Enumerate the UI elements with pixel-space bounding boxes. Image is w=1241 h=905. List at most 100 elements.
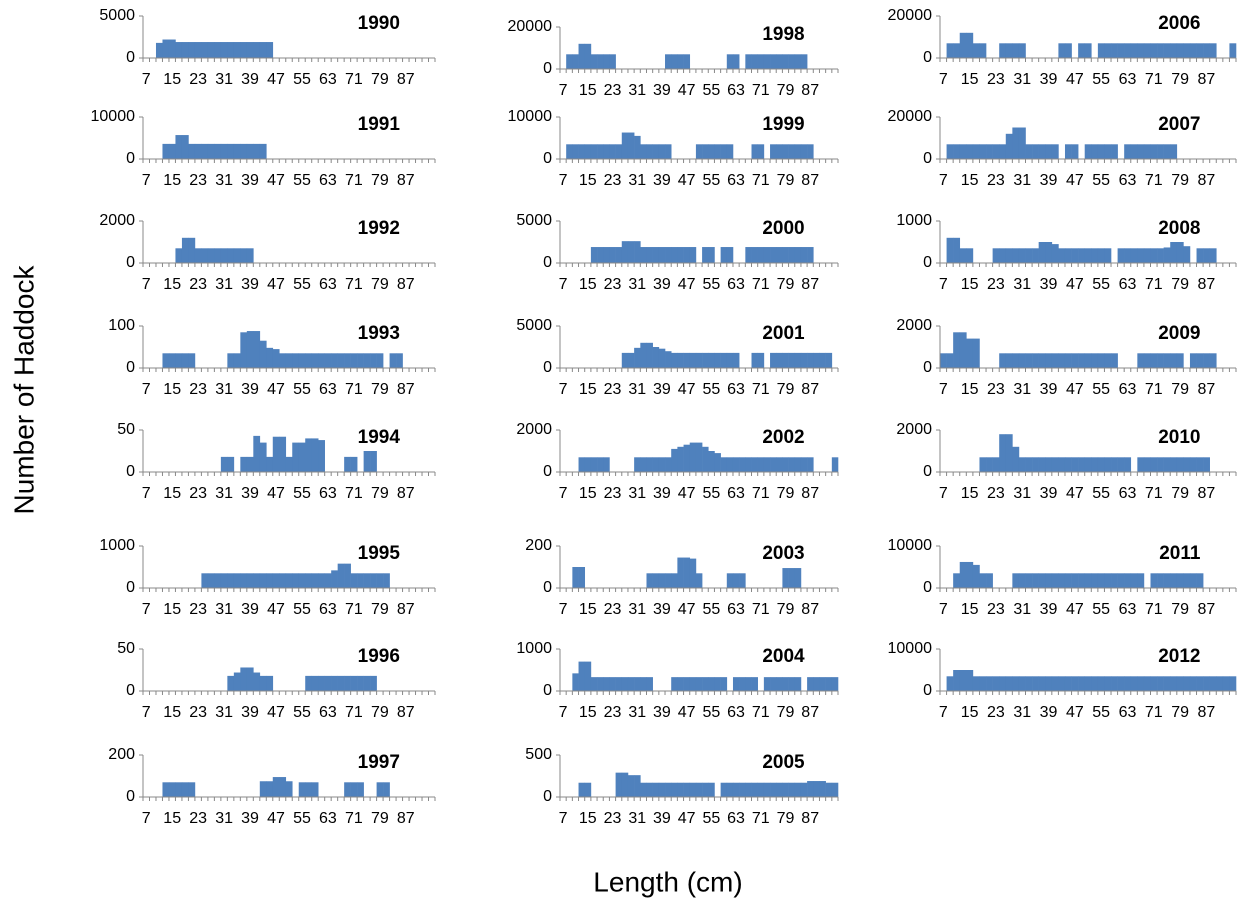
bar — [331, 570, 338, 588]
bar — [207, 248, 215, 263]
bar — [572, 567, 579, 588]
y-tick-label: 20000 — [888, 7, 933, 24]
x-tick-label: 31 — [215, 381, 233, 398]
x-tick-label: 47 — [267, 381, 285, 398]
bar — [1157, 457, 1164, 472]
x-tick-label: 15 — [579, 810, 597, 827]
x-tick-label: 15 — [961, 704, 979, 721]
bar — [751, 677, 758, 691]
bar — [770, 677, 777, 691]
x-tick-label: 79 — [777, 810, 795, 827]
bar — [1025, 573, 1033, 588]
bar — [1124, 144, 1132, 159]
bar — [720, 144, 728, 159]
bar — [745, 782, 752, 797]
x-tick-label: 55 — [293, 704, 311, 721]
x-tick-label: 71 — [1145, 71, 1163, 88]
bar — [1051, 244, 1059, 263]
panel-title: 2004 — [762, 646, 805, 667]
x-tick-label: 39 — [241, 276, 259, 293]
bar — [227, 42, 235, 58]
bar — [807, 677, 814, 691]
panel-title: 2002 — [762, 427, 804, 448]
bar — [233, 143, 241, 159]
bar — [634, 135, 641, 159]
x-tick-label: 47 — [678, 601, 696, 618]
x-tick-label: 87 — [397, 276, 415, 293]
bar — [726, 782, 734, 797]
bar — [1051, 676, 1059, 691]
y-tick-label: 0 — [923, 682, 932, 699]
x-tick-label: 63 — [319, 601, 337, 618]
bar — [233, 573, 241, 588]
x-tick-label: 55 — [293, 810, 311, 827]
x-tick-label: 79 — [1171, 704, 1189, 721]
bar — [714, 352, 721, 368]
bar — [825, 677, 833, 691]
bar — [1032, 573, 1039, 588]
x-tick-label: 87 — [801, 601, 819, 618]
bar — [214, 42, 222, 58]
bar — [726, 352, 734, 368]
bar — [566, 54, 573, 69]
bar — [1078, 457, 1086, 472]
bar — [220, 456, 228, 472]
x-tick-label: 23 — [604, 810, 622, 827]
x-tick-label: 23 — [189, 276, 207, 293]
bar — [751, 782, 758, 797]
bar — [266, 573, 274, 588]
x-tick-label: 55 — [702, 172, 720, 189]
x-tick-label: 55 — [293, 381, 311, 398]
bar — [1196, 573, 1204, 588]
bar — [1163, 457, 1171, 472]
bar — [1104, 457, 1112, 472]
bar — [201, 573, 209, 588]
bar — [305, 438, 313, 472]
bar — [1130, 676, 1138, 691]
y-tick-label: 2000 — [99, 212, 135, 229]
bar — [1018, 573, 1026, 588]
bar — [597, 247, 604, 263]
bar — [677, 446, 684, 472]
bar — [1091, 457, 1099, 472]
x-tick-label: 71 — [345, 276, 363, 293]
bar — [615, 772, 623, 797]
bar — [788, 54, 796, 69]
y-tick-label: 0 — [923, 359, 932, 376]
bar — [714, 453, 721, 472]
x-tick-label: 63 — [727, 704, 745, 721]
x-tick-label: 63 — [319, 172, 337, 189]
bar — [770, 144, 777, 159]
bar — [1051, 457, 1059, 472]
bar — [646, 782, 653, 797]
bar — [770, 782, 777, 797]
bar — [800, 54, 808, 69]
bar — [695, 144, 703, 159]
bar — [572, 673, 579, 691]
bar — [1097, 43, 1105, 58]
bar — [800, 144, 808, 159]
x-tick-label: 39 — [653, 82, 671, 99]
bar — [240, 248, 248, 263]
bar — [708, 451, 715, 472]
bar — [720, 457, 728, 472]
bar — [720, 782, 728, 797]
bar — [1111, 676, 1118, 691]
bar — [831, 782, 839, 797]
x-tick-label: 79 — [1171, 381, 1189, 398]
bar — [162, 39, 170, 58]
bar — [807, 781, 814, 797]
bar — [794, 457, 802, 472]
x-tick-label: 23 — [987, 172, 1005, 189]
bar — [1078, 248, 1086, 263]
bar — [227, 353, 235, 368]
x-tick-label: 87 — [801, 810, 819, 827]
x-tick-label: 71 — [752, 810, 770, 827]
bar — [201, 42, 209, 58]
bar — [181, 42, 189, 58]
bar — [658, 348, 666, 368]
bar — [1143, 676, 1151, 691]
bar — [677, 54, 684, 69]
x-tick-label: 87 — [801, 172, 819, 189]
bar — [979, 43, 987, 58]
